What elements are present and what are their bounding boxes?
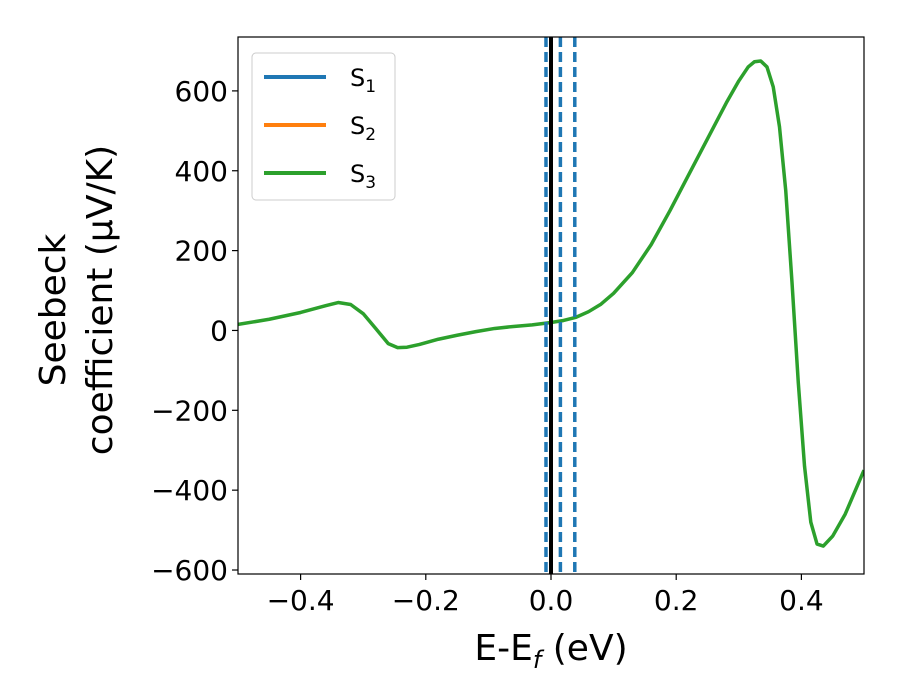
y-tick-label: 200 <box>175 235 228 268</box>
x-axis-label: E-Ef (eV) <box>474 628 627 674</box>
y-tick-label: −400 <box>151 474 228 507</box>
legend-label: S2 <box>350 112 376 145</box>
series-line-1 <box>238 59 864 548</box>
x-tick-label: −0.2 <box>392 584 460 617</box>
x-tick-label: −0.4 <box>267 584 335 617</box>
x-tick-label: 0.2 <box>654 584 699 617</box>
y-axis-label-line1: Seebeck <box>33 233 74 386</box>
y-tick-label: −600 <box>151 554 228 587</box>
y-tick-label: 0 <box>210 314 228 347</box>
y-tick-label: 600 <box>175 75 228 108</box>
x-tick-label: 0.0 <box>529 584 574 617</box>
legend-label: S1 <box>350 64 376 97</box>
y-tick-label: −200 <box>151 394 228 427</box>
legend-label: S3 <box>350 160 376 193</box>
x-tick-label: 0.4 <box>779 584 824 617</box>
y-tick-label: 400 <box>175 155 228 188</box>
y-axis-label-line2: coefficient (μV/K) <box>80 145 121 455</box>
